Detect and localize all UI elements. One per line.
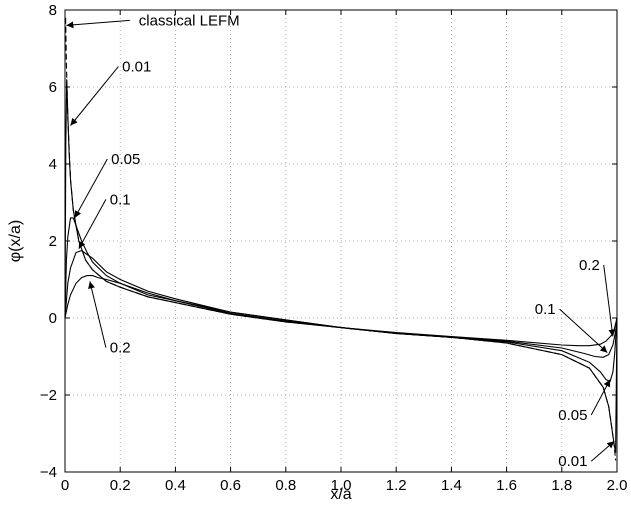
annotation-label: classical LEFM bbox=[139, 12, 240, 29]
x-tick-label: 1.2 bbox=[386, 477, 407, 494]
y-tick-label: 4 bbox=[49, 156, 57, 173]
series-line-0-05 bbox=[64, 217, 618, 383]
annotation-label: 0.2 bbox=[110, 340, 131, 357]
annotation-arrow bbox=[74, 158, 108, 219]
annotation-label: 0.05 bbox=[558, 407, 587, 424]
annotation-label: 0.2 bbox=[579, 257, 600, 274]
ticks: 0 0.2 0.4 0.6 0.8 1.0 1.2 1.4 1.6 1.8 2.0 −4 −2 0 2 4 6 8 bbox=[40, 2, 628, 494]
x-tick-label: 1.0 bbox=[331, 477, 352, 494]
y-tick-label: −2 bbox=[40, 387, 57, 404]
annotation-label: 0.1 bbox=[535, 301, 556, 318]
series-line-0-01 bbox=[64, 79, 618, 453]
annotation-arrow bbox=[66, 19, 130, 29]
annotation-label: 0.1 bbox=[110, 191, 131, 208]
curves bbox=[64, 17, 618, 461]
x-tick-label: 0.2 bbox=[110, 477, 131, 494]
x-tick-label: 2.0 bbox=[607, 477, 628, 494]
x-tick-label: 1.8 bbox=[551, 477, 572, 494]
y-tick-label: 0 bbox=[49, 310, 57, 327]
grid bbox=[65, 10, 617, 472]
annotations: classical LEFM 0.01 0.05 0.1 0.2 0.2 0.1 0.05 0.… bbox=[66, 12, 616, 470]
annotation-label: 0.05 bbox=[111, 151, 140, 168]
x-tick-label: 0 bbox=[61, 477, 69, 494]
x-tick-label: 0.4 bbox=[165, 477, 186, 494]
y-tick-label: −4 bbox=[40, 464, 57, 481]
x-tick-label: 1.6 bbox=[496, 477, 517, 494]
y-tick-label: 2 bbox=[49, 233, 57, 250]
x-tick-label: 0.6 bbox=[220, 477, 241, 494]
x-axis-label: x/a bbox=[330, 486, 351, 503]
annotation-label: 0.01 bbox=[122, 59, 151, 76]
x-tick-label: 1.4 bbox=[441, 477, 462, 494]
annotation-arrow bbox=[603, 264, 616, 337]
annotation-arrow bbox=[70, 66, 119, 126]
annotation-arrow bbox=[559, 308, 608, 354]
annotation-arrow bbox=[590, 440, 615, 462]
x-tick-label: 0.8 bbox=[275, 477, 296, 494]
annotation-arrow bbox=[590, 379, 611, 416]
y-tick-label: 6 bbox=[49, 79, 57, 96]
series-line-classical-lefm bbox=[65, 17, 617, 461]
annotation-arrow bbox=[78, 199, 107, 249]
y-axis-label: φ(x/a) bbox=[7, 220, 24, 262]
y-tick-label: 8 bbox=[49, 2, 57, 19]
annotation-label: 0.01 bbox=[558, 453, 587, 470]
annotation-arrow bbox=[88, 281, 107, 348]
